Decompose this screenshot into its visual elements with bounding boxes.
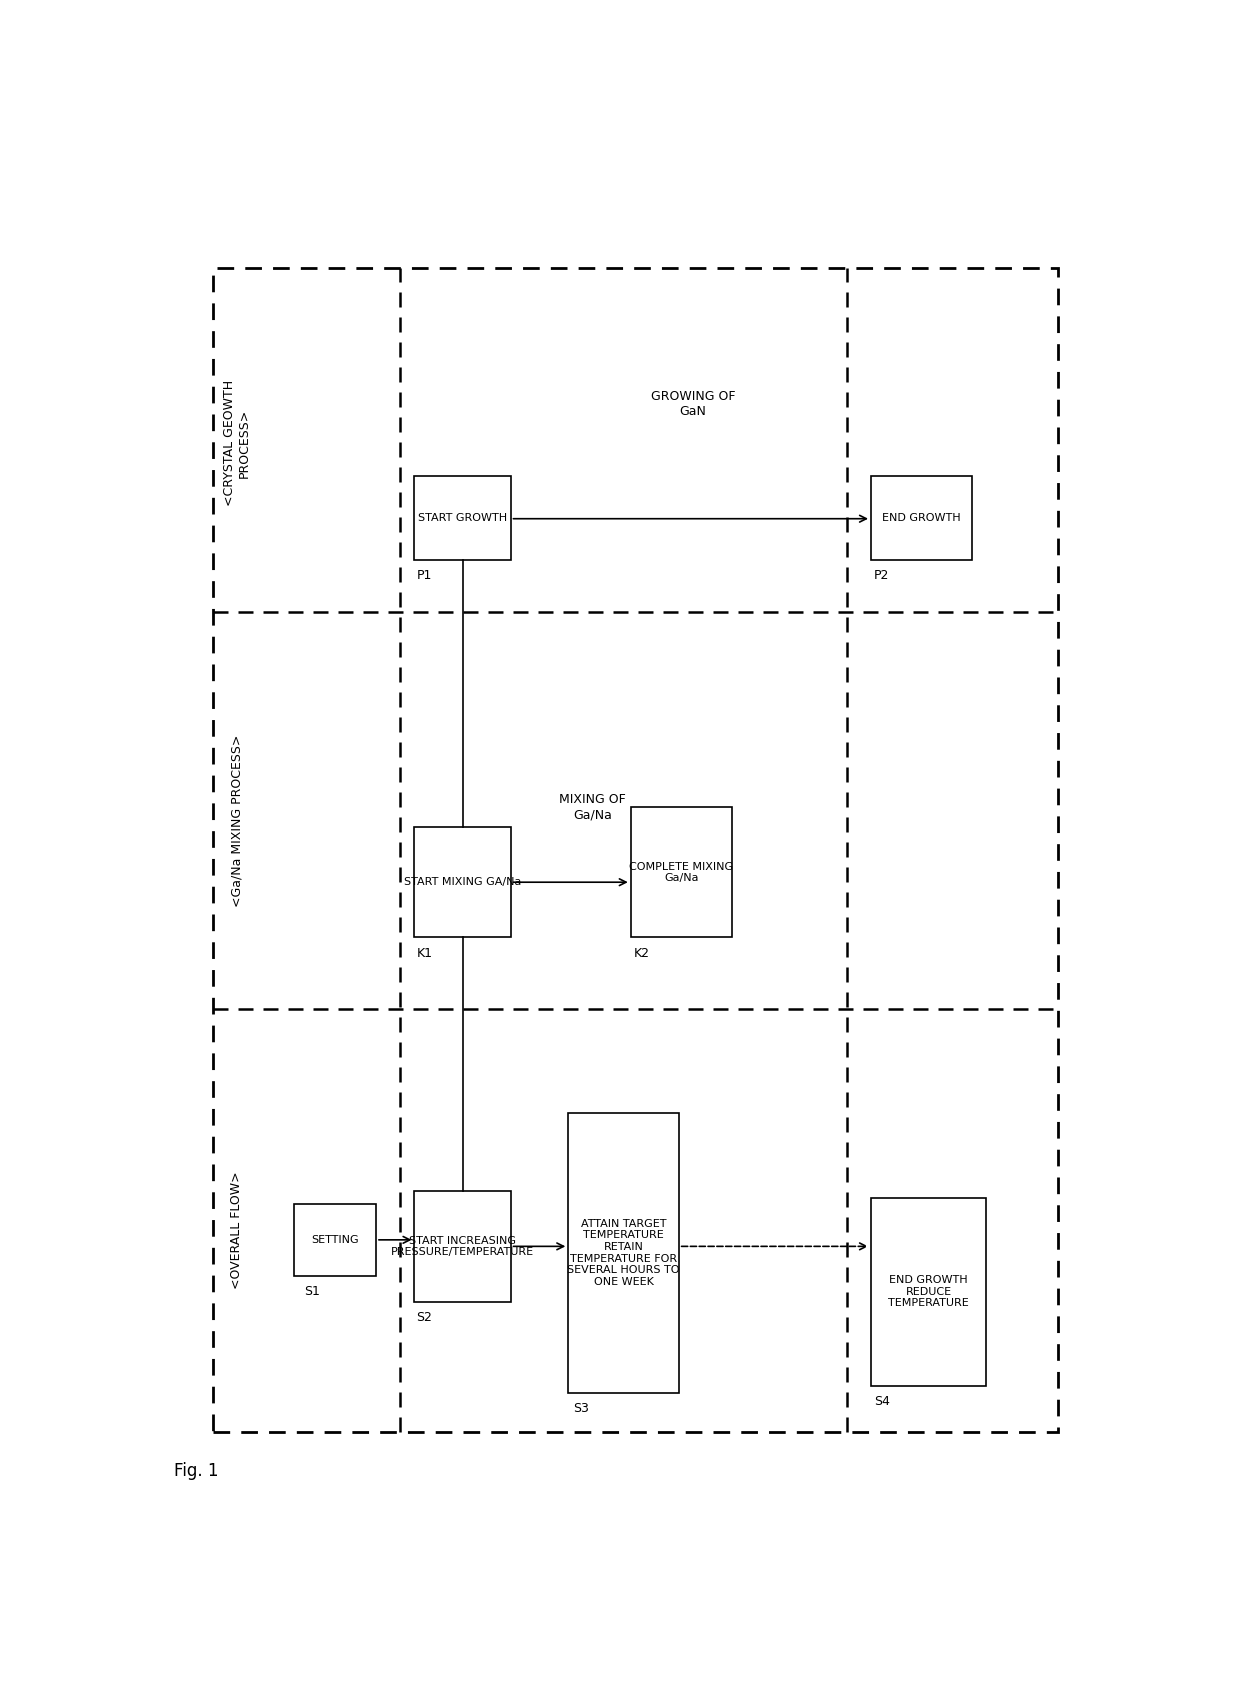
Text: SETTING: SETTING [311,1235,360,1245]
Text: START INCREASING
PRESSURE/TEMPERATURE: START INCREASING PRESSURE/TEMPERATURE [391,1236,534,1257]
Text: Fig. 1: Fig. 1 [174,1461,218,1480]
Text: S4: S4 [874,1395,890,1409]
Bar [414,476,511,561]
Text: END GROWTH: END GROWTH [882,513,961,524]
Text: GROWING OF
GaN: GROWING OF GaN [651,390,735,419]
Bar [294,1204,376,1275]
Text: S3: S3 [573,1402,589,1415]
Bar [213,269,1058,1432]
Text: <Ga/Na MIXING PROCESS>: <Ga/Na MIXING PROCESS> [231,735,243,907]
Bar [568,1113,678,1393]
Bar [870,1198,986,1387]
Text: P2: P2 [874,569,889,583]
Bar [870,476,972,561]
Text: S1: S1 [304,1285,320,1297]
Text: P1: P1 [417,569,432,583]
Text: MIXING OF
Ga/Na: MIXING OF Ga/Na [559,794,626,821]
Text: END GROWTH
REDUCE
TEMPERATURE: END GROWTH REDUCE TEMPERATURE [888,1275,968,1309]
Text: START GROWTH: START GROWTH [418,513,507,524]
Text: <OVERALL FLOW>: <OVERALL FLOW> [231,1170,243,1289]
Text: K1: K1 [417,946,433,959]
Bar [414,828,511,937]
Text: COMPLETE MIXING
Ga/Na: COMPLETE MIXING Ga/Na [629,861,733,883]
Text: S2: S2 [417,1311,433,1324]
Text: ATTAIN TARGET
TEMPERATURE
RETAIN
TEMPERATURE FOR
SEVERAL HOURS TO
ONE WEEK: ATTAIN TARGET TEMPERATURE RETAIN TEMPERA… [567,1219,680,1287]
Text: K2: K2 [634,946,650,959]
Bar [414,1191,511,1302]
Bar [631,807,732,937]
Text: START MIXING GA/Na: START MIXING GA/Na [404,877,521,887]
Text: <CRYSTAL GEOWTH
PROCESS>: <CRYSTAL GEOWTH PROCESS> [223,380,250,507]
